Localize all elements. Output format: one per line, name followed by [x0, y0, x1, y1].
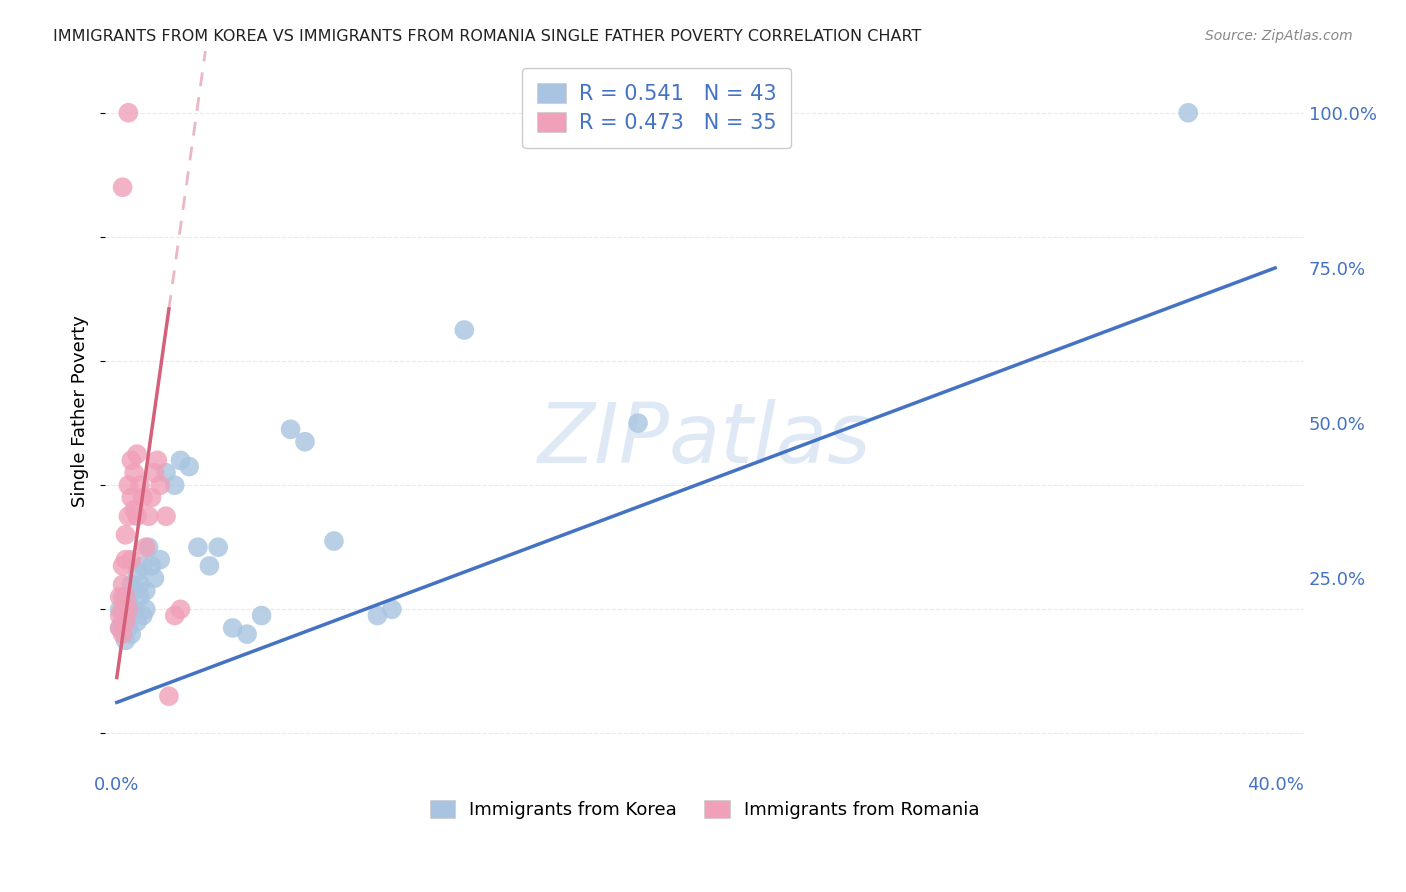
Point	[250, 608, 273, 623]
Point	[114, 590, 136, 604]
Point	[108, 621, 131, 635]
Point	[1177, 105, 1199, 120]
Point	[163, 478, 186, 492]
Text: ZIPatlas: ZIPatlas	[538, 399, 872, 480]
Point	[155, 509, 177, 524]
Point	[108, 602, 131, 616]
Point	[111, 627, 134, 641]
Point	[125, 615, 148, 629]
Point	[132, 608, 155, 623]
Point	[117, 596, 139, 610]
Point	[122, 466, 145, 480]
Point	[108, 621, 131, 635]
Point	[111, 558, 134, 573]
Point	[108, 608, 131, 623]
Point	[114, 615, 136, 629]
Legend: Immigrants from Korea, Immigrants from Romania: Immigrants from Korea, Immigrants from R…	[423, 793, 987, 827]
Text: IMMIGRANTS FROM KOREA VS IMMIGRANTS FROM ROMANIA SINGLE FATHER POVERTY CORRELATI: IMMIGRANTS FROM KOREA VS IMMIGRANTS FROM…	[53, 29, 922, 44]
Point	[453, 323, 475, 337]
Point	[280, 422, 302, 436]
Point	[122, 602, 145, 616]
Point	[149, 478, 172, 492]
Point	[207, 540, 229, 554]
Point	[179, 459, 201, 474]
Point	[114, 590, 136, 604]
Point	[143, 571, 166, 585]
Point	[129, 478, 152, 492]
Point	[125, 447, 148, 461]
Point	[122, 503, 145, 517]
Point	[120, 552, 142, 566]
Point	[125, 565, 148, 579]
Point	[198, 558, 221, 573]
Point	[120, 491, 142, 505]
Point	[135, 540, 157, 554]
Point	[366, 608, 388, 623]
Point	[138, 509, 160, 524]
Point	[294, 434, 316, 449]
Point	[117, 509, 139, 524]
Point	[163, 608, 186, 623]
Point	[108, 590, 131, 604]
Point	[169, 453, 191, 467]
Point	[143, 466, 166, 480]
Point	[135, 602, 157, 616]
Point	[141, 491, 163, 505]
Point	[111, 180, 134, 194]
Point	[146, 453, 169, 467]
Point	[117, 602, 139, 616]
Point	[169, 602, 191, 616]
Point	[221, 621, 243, 635]
Point	[111, 615, 134, 629]
Text: Source: ZipAtlas.com: Source: ZipAtlas.com	[1205, 29, 1353, 43]
Point	[122, 583, 145, 598]
Point	[138, 540, 160, 554]
Point	[141, 558, 163, 573]
Point	[111, 590, 134, 604]
Y-axis label: Single Father Poverty: Single Father Poverty	[72, 315, 89, 507]
Point	[627, 416, 650, 430]
Point	[149, 552, 172, 566]
Point	[381, 602, 404, 616]
Point	[120, 577, 142, 591]
Point	[236, 627, 259, 641]
Point	[117, 478, 139, 492]
Point	[120, 627, 142, 641]
Point	[155, 466, 177, 480]
Point	[120, 453, 142, 467]
Point	[135, 583, 157, 598]
Point	[323, 534, 346, 549]
Point	[129, 577, 152, 591]
Point	[187, 540, 209, 554]
Point	[114, 633, 136, 648]
Point	[117, 621, 139, 635]
Point	[117, 105, 139, 120]
Point	[132, 491, 155, 505]
Point	[111, 577, 134, 591]
Point	[114, 608, 136, 623]
Point	[114, 552, 136, 566]
Point	[129, 590, 152, 604]
Point	[132, 558, 155, 573]
Point	[125, 509, 148, 524]
Point	[157, 690, 180, 704]
Point	[111, 602, 134, 616]
Point	[114, 528, 136, 542]
